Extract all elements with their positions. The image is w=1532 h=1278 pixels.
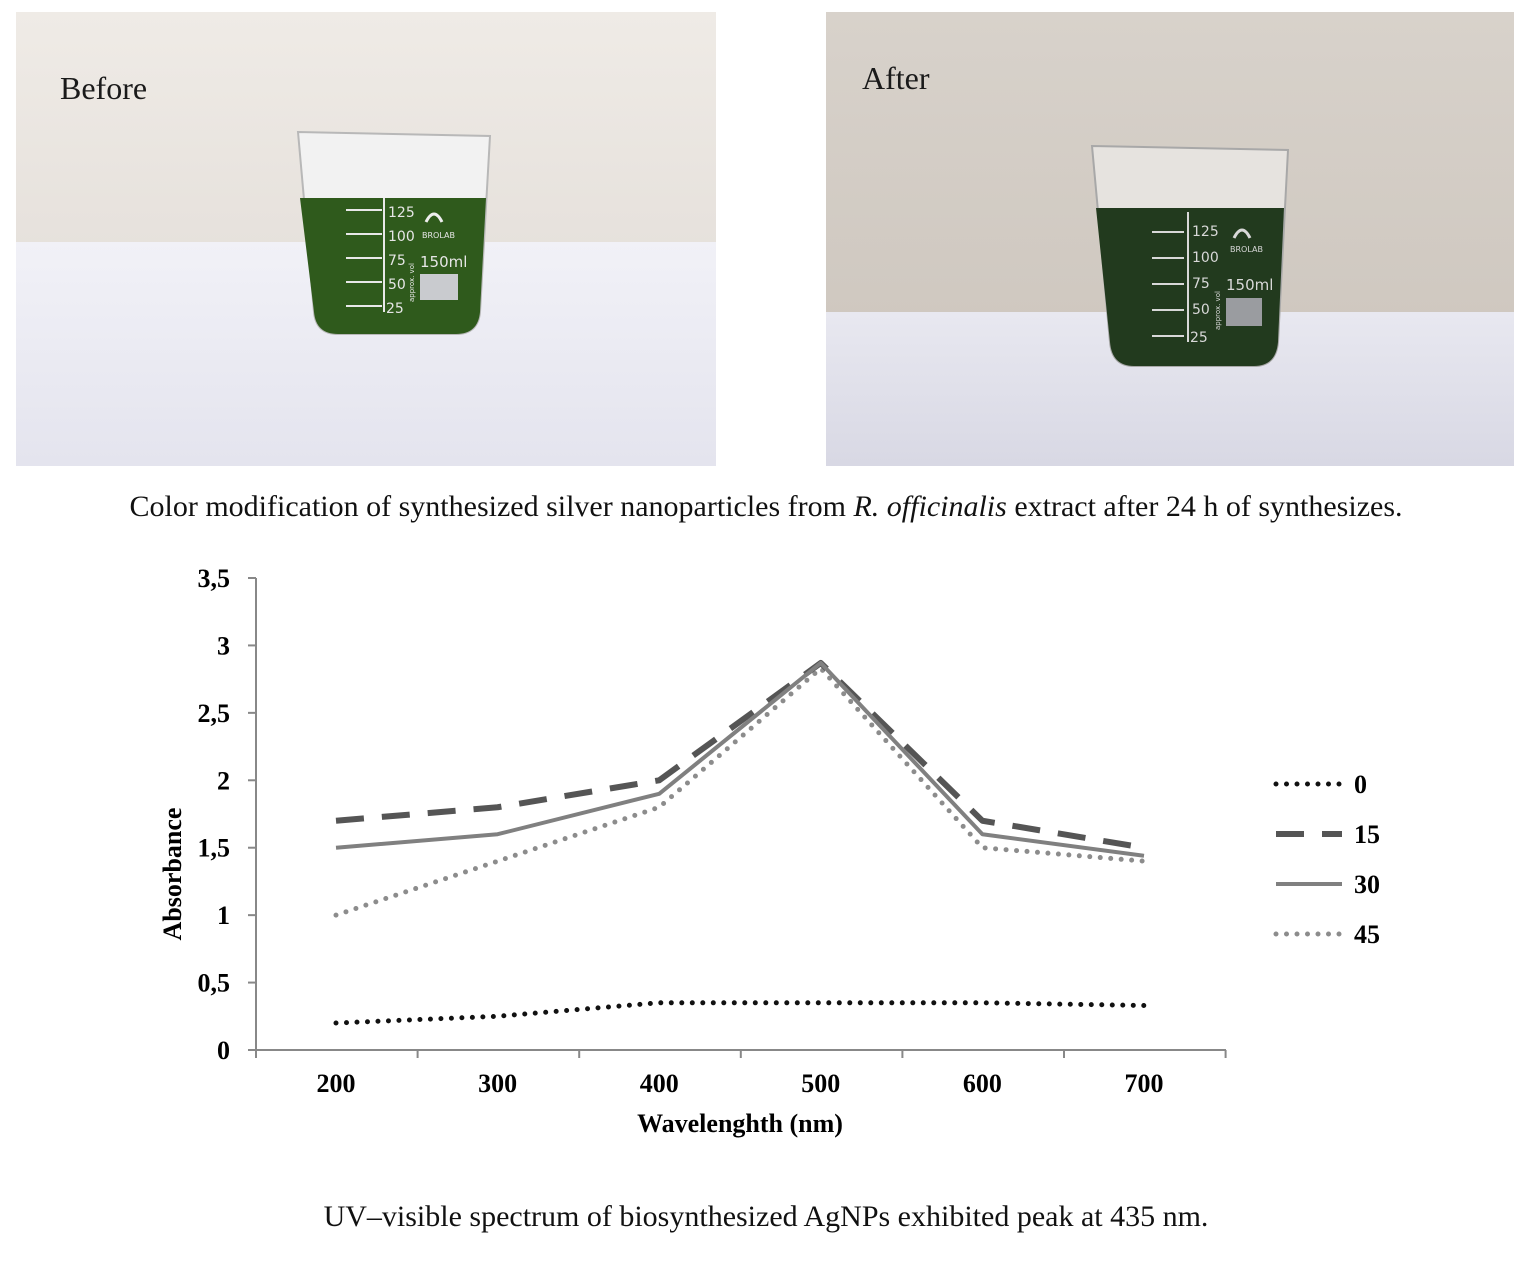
- y-tick-label: 1,5: [198, 834, 231, 863]
- before-label: Before: [60, 70, 148, 106]
- legend-label-15: 15: [1354, 820, 1380, 849]
- beaker-after-mark-50: 50: [1192, 302, 1210, 318]
- y-tick-label: 0,5: [198, 969, 231, 998]
- beaker-after-image: 125 100 75 50 25 150ml BROLAB approx. vo…: [826, 12, 1514, 466]
- after-photo: 125 100 75 50 25 150ml BROLAB approx. vo…: [826, 12, 1514, 466]
- beaker-mark-125: 125: [388, 205, 415, 221]
- beaker-approx: approx. vol: [408, 263, 416, 302]
- legend: 0 15 30 45: [1273, 770, 1380, 949]
- x-tick-label: 700: [1125, 1069, 1164, 1098]
- beaker-volume: 150ml: [420, 253, 467, 271]
- beaker-brand: BROLAB: [422, 231, 455, 240]
- y-tick-label: 2,5: [198, 699, 231, 728]
- series-line-15: [335, 659, 1145, 851]
- x-tick-label: 500: [801, 1069, 840, 1098]
- beaker-before-image: 125 100 75 50 25 150ml BROLAB approx. vo…: [16, 12, 716, 466]
- y-tick-label: 0: [217, 1036, 230, 1065]
- beaker-after-volume: 150ml: [1226, 276, 1273, 294]
- photo-caption-suffix: extract after 24 h of synthesizes.: [1006, 490, 1403, 523]
- uv-vis-chart: 00,511,522,533,5 200 300 400 500 600 700 Abso…: [158, 564, 1380, 1138]
- x-axis-title: Wavelenghth (nm): [637, 1109, 843, 1138]
- series-line-0: [333, 1000, 1147, 1026]
- beaker-mark-50: 50: [388, 277, 406, 293]
- x-tick-label: 400: [640, 1069, 679, 1098]
- x-tick-label: 200: [317, 1069, 356, 1098]
- y-tick-label: 3,5: [198, 564, 231, 593]
- y-tick-label: 1: [217, 901, 230, 930]
- beaker-after-approx: approx. vol: [1214, 291, 1222, 330]
- y-axis-title: Absorbance: [158, 808, 187, 941]
- photo-caption-species: R. officinalis: [853, 490, 1007, 523]
- beaker-after-brand: BROLAB: [1230, 245, 1263, 254]
- legend-label-0: 0: [1354, 770, 1367, 799]
- beaker-after-mark-125: 125: [1192, 224, 1219, 240]
- beaker-mark-25: 25: [386, 301, 404, 317]
- series-line-45: [333, 665, 1147, 918]
- series-line-30: [335, 660, 1145, 858]
- beaker-mark-100: 100: [388, 229, 415, 245]
- beaker-after-mark-75: 75: [1192, 276, 1210, 292]
- legend-label-30: 30: [1354, 870, 1380, 899]
- x-tick-label: 300: [478, 1069, 517, 1098]
- beaker-after-mark-100: 100: [1192, 250, 1219, 266]
- photo-caption: Color modification of synthesized silver…: [0, 490, 1532, 524]
- photo-caption-prefix: Color modification of synthesized silver…: [129, 490, 854, 523]
- beaker-mark-75: 75: [388, 253, 406, 269]
- before-photo: 125 100 75 50 25 150ml BROLAB approx. vo…: [16, 12, 716, 466]
- after-label: After: [862, 60, 930, 96]
- beaker-after-mark-25: 25: [1190, 330, 1208, 346]
- y-tick-label: 3: [217, 631, 230, 660]
- x-tick-label: 600: [963, 1069, 1002, 1098]
- chart-caption: UV–visible spectrum of biosynthesized Ag…: [323, 1200, 1209, 1233]
- legend-label-45: 45: [1354, 920, 1380, 949]
- y-tick-label: 2: [217, 766, 230, 795]
